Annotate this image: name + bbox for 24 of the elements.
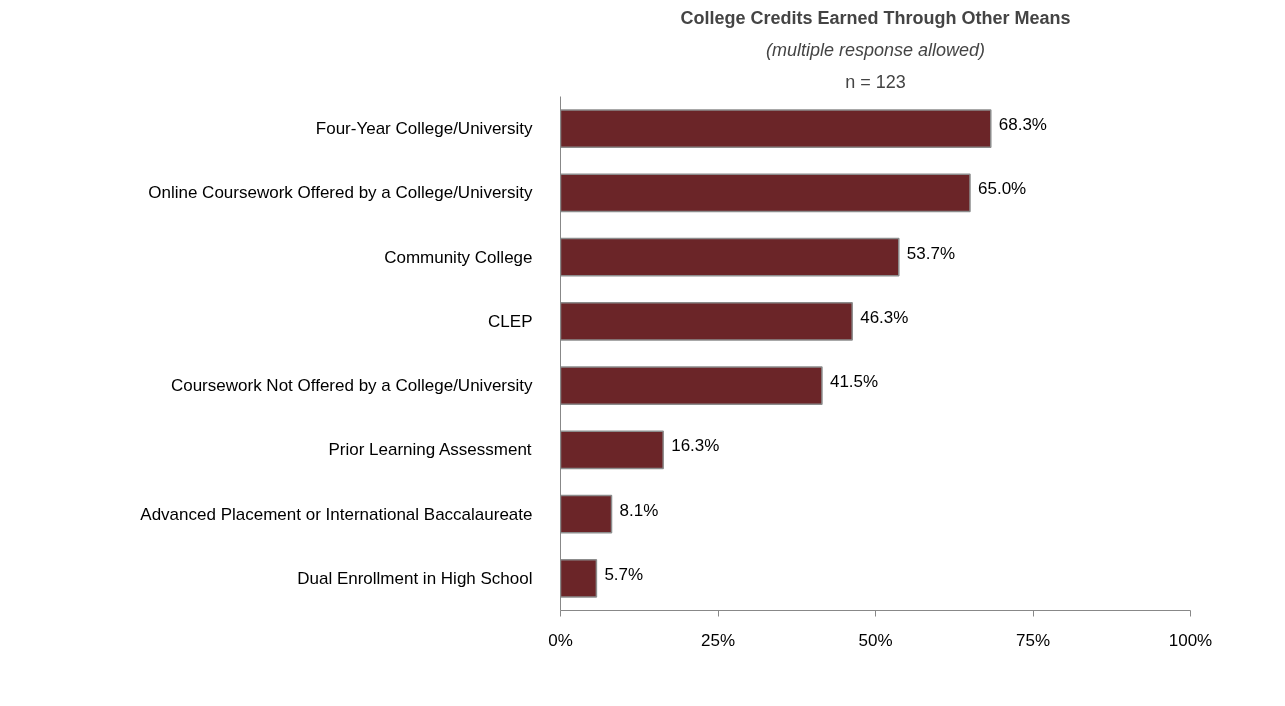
y-tick-label: Prior Learning Assessment [328,440,532,460]
y-tick-label: CLEP [488,311,533,331]
data-label: 41.5% [829,372,879,392]
y-tick-label: Coursework Not Offered by a College/University [170,376,533,396]
chart-title: College Credits Earned Through Other Means [680,7,1071,28]
x-tick-label: 0% [548,630,573,650]
x-tick-label: 25% [700,630,736,650]
data-label: 5.7% [604,564,644,584]
x-tick-label: 75% [1015,630,1051,650]
data-label: 8.1% [619,500,659,520]
chart-subtitle: (multiple response allowed) [765,39,986,60]
y-tick-label: Four-Year College/University [315,119,533,139]
data-label: 68.3% [998,115,1047,135]
y-tick-label: Community College [384,247,533,267]
data-label: 16.3% [671,436,720,456]
y-tick-label: Online Coursework Offered by a College/University [148,183,533,203]
data-label: 53.7% [906,243,956,263]
x-tick-label: 50% [858,630,893,650]
y-tick-label: Dual Enrollment in High School [297,568,533,588]
text: n = 123 [845,71,906,92]
data-label: 46.3% [860,307,909,327]
y-tick-label: Advanced Placement or International Baccalaureate [140,504,533,524]
x-tick-label: 100% [1168,630,1213,650]
data-label: 65.0% [978,179,1027,199]
